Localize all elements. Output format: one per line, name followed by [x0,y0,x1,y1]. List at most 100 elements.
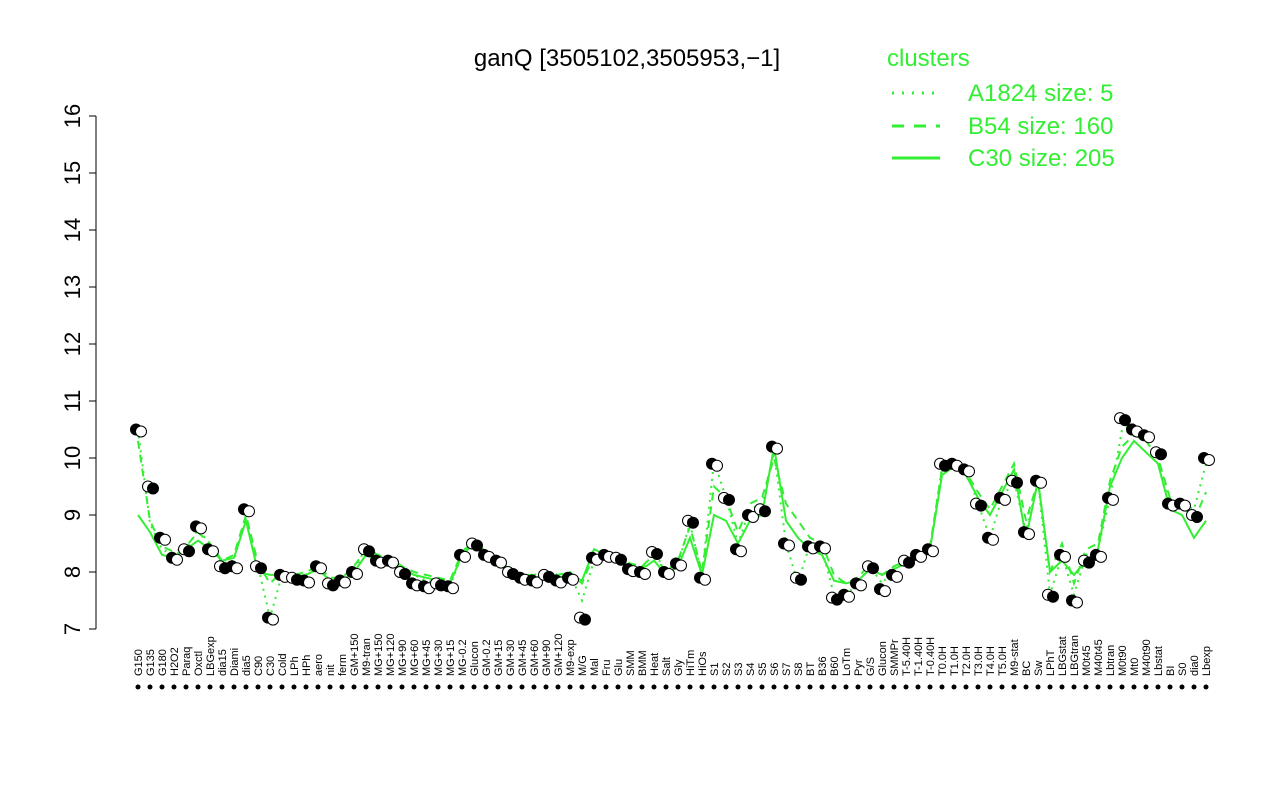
x-tick-mark [663,684,669,690]
x-tick-mark [147,684,153,690]
data-point [723,493,735,506]
x-tick-label: MG+90 [397,640,409,676]
x-tick-label: nit [325,664,337,676]
data-point [1083,556,1095,569]
x-tick-label: LBGexp [205,636,217,676]
x-tick-mark [411,684,417,690]
data-point [135,425,147,438]
legend-label: B54 size: 160 [968,113,1113,140]
x-tick-label: Cold [277,653,289,676]
x-tick-mark [399,684,405,690]
x-tick-label: Lbtran [1105,645,1117,676]
x-tick-label: T1.0H [949,646,961,676]
data-point [267,613,279,626]
data-point [795,573,807,586]
x-tick-mark [915,684,921,690]
x-tick-mark [591,684,597,690]
data-point [1023,528,1035,541]
y-tick-label: 10 [60,446,85,470]
x-tick-mark [507,684,513,690]
data-point [387,556,399,569]
data-point [1095,550,1107,563]
x-tick-mark [231,684,237,690]
x-tick-label: Paraq [181,647,193,676]
x-tick-mark [615,684,621,690]
data-point [195,522,207,535]
x-tick-label: M/G [577,655,589,676]
x-tick-label: aero [313,654,325,676]
data-point [843,590,855,603]
x-tick-mark [699,684,705,690]
x-tick-mark [135,684,141,690]
data-point [1047,590,1059,603]
x-tick-mark [999,684,1005,690]
x-tick-mark [1155,684,1161,690]
x-tick-mark [555,684,561,690]
x-tick-label: S2 [721,663,733,676]
data-point [687,516,699,529]
x-tick-mark [1107,684,1113,690]
x-tick-mark [627,684,633,690]
x-tick-label: SMMPr [889,639,901,676]
x-tick-mark [183,684,189,690]
x-tick-label: GM+45 [517,640,529,676]
x-tick-label: GM+90 [541,640,553,676]
data-point [999,493,1011,506]
x-tick-label: ferm [337,654,349,676]
y-tick-label: 12 [60,332,85,356]
data-point [303,576,315,589]
x-tick-mark [339,684,345,690]
data-point [147,482,159,495]
data-point [1059,550,1071,563]
x-tick-label: M0t90 [1117,645,1129,676]
x-tick-label: dia0 [1189,655,1201,676]
x-tick-label: GM+15 [493,640,505,676]
data-point [471,539,483,552]
legend-title: clusters [887,45,970,72]
y-axis-ticks: 7 8 9 10 11 12 13 14 15 16 [60,104,96,635]
data-point [243,505,255,518]
x-tick-mark [351,684,357,690]
x-tick-label: M40t45 [1093,639,1105,676]
x-tick-label: Diami [229,648,241,676]
data-point [711,459,723,472]
x-tick-label: dia15 [217,649,229,676]
x-tick-mark [423,684,429,690]
x-tick-mark [603,684,609,690]
x-tick-label: S3 [733,663,745,676]
x-tick-label: Sw [1033,661,1045,676]
x-tick-mark [1095,684,1101,690]
x-tick-label: T4.0H [985,646,997,676]
chart-title: ganQ [3505102,3505953,−1] [474,45,780,72]
x-tick-label: GM+150 [349,634,361,677]
x-tick-mark [987,684,993,690]
x-tick-mark [963,684,969,690]
data-point [735,545,747,558]
data-point [891,570,903,583]
data-point [867,562,879,575]
x-tick-mark [639,684,645,690]
x-tick-mark [1047,684,1053,690]
x-tick-label: M9-tran [361,638,373,676]
data-point [759,505,771,518]
x-tick-label: Fru [601,660,613,677]
x-tick-label: M40t90 [1141,639,1153,676]
x-tick-label: G/S [865,657,877,676]
data-point [699,573,711,586]
legend-label: A1824 size: 5 [968,80,1113,107]
x-tick-label: G135 [145,649,157,676]
data-point [315,562,327,575]
data-point [1119,414,1131,427]
x-tick-mark [843,684,849,690]
x-tick-label: S1 [709,663,721,676]
data-point [531,576,543,589]
data-point [1035,476,1047,489]
x-tick-label: Glu [613,659,625,676]
x-tick-label: Mt0 [1129,658,1141,676]
data-point [363,545,375,558]
x-tick-mark [195,684,201,690]
x-tick-mark [1083,684,1089,690]
data-points [130,412,1215,626]
data-point [1179,499,1191,512]
